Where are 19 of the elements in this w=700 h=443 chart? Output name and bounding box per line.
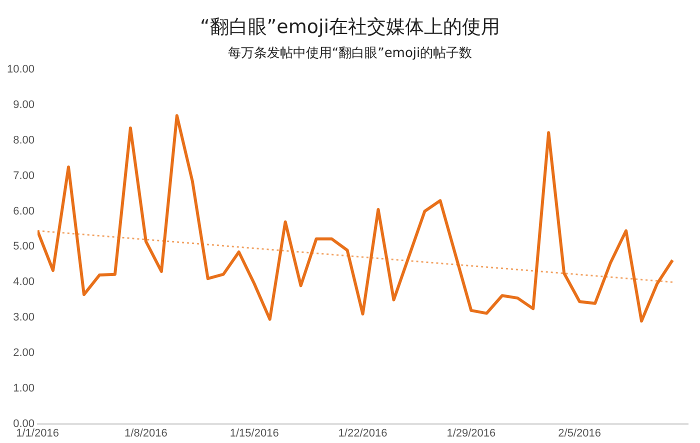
x-tick-label: 1/29/2016 [446, 427, 496, 440]
x-tick-label: 2/5/2016 [558, 427, 601, 440]
x-tick-label: 1/8/2016 [124, 427, 168, 440]
x-tick-label: 1/22/2016 [338, 427, 388, 440]
x-tick-label: 1/15/2016 [230, 427, 279, 440]
y-tick-label: 5.00 [13, 240, 35, 253]
y-tick-label: 7.00 [13, 170, 35, 182]
y-tick-label: 9.00 [13, 99, 35, 112]
y-tick-label: 1.00 [13, 382, 35, 394]
y-tick-label: 6.00 [13, 205, 35, 218]
x-tick-label: 1/1/2016 [16, 427, 59, 440]
y-tick-label: 3.00 [13, 312, 35, 324]
y-tick-label: 4.00 [13, 276, 35, 288]
y-tick-label: 2.00 [13, 346, 35, 359]
chart-subtitle: 每万条发帖中使用“翻白眼”emoji的帖子数 [226, 45, 474, 62]
y-tick-label: 0.00 [13, 418, 35, 430]
y-tick-label: 10.00 [6, 64, 35, 76]
y-tick-label: 8.00 [13, 134, 35, 146]
chart-title: “翻白眼”emoji在社交媒体上的使用 [198, 15, 502, 40]
